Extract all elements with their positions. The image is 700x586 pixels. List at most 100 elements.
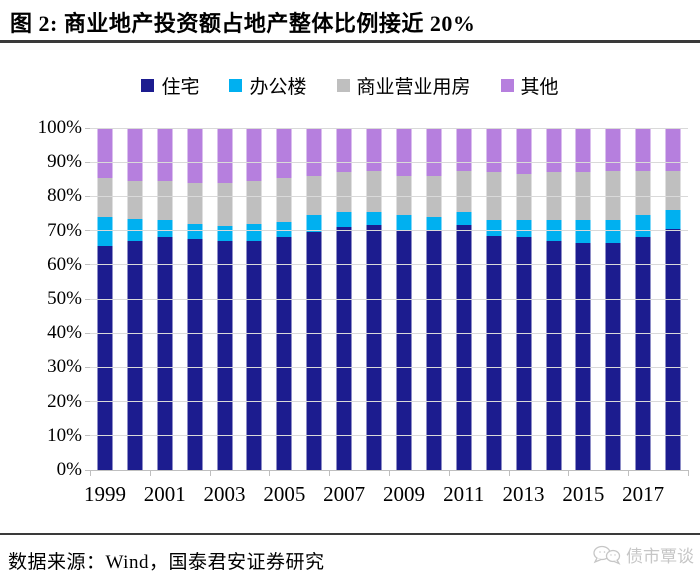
bar-segment-office-building [306,215,322,233]
y-axis-label-100%: 100% [37,117,82,138]
x-axis-label-2007: 2007 [323,482,366,506]
y-axis-label-50%: 50% [47,288,82,309]
x-tick-mark [508,470,510,476]
legend-swatch-residential [141,78,155,92]
bar-slot-2000 [120,128,150,470]
bar-slot-2017 [628,128,658,470]
legend-swatch-office-building [229,78,243,92]
bar-segment-office-building [217,225,233,241]
y-axis-label-30%: 30% [47,356,82,378]
gridline-20% [90,401,688,403]
x-tick-mark [90,470,91,476]
bar-segment-office-building [157,220,173,238]
y-tick-mark [85,435,90,437]
bar-2014 [546,128,562,470]
bar-2018 [665,128,681,470]
x-axis-label-2017: 2017 [622,482,665,506]
bar-2001 [157,128,173,470]
bar-2004 [246,128,262,470]
bar-segment-residential [546,240,562,470]
bar-segment-residential [456,225,472,470]
bar-2000 [127,128,143,470]
bar-2003 [217,128,233,470]
bar-slot-2018 [658,128,688,470]
x-tick-mark [149,470,151,476]
bar-segment-other [575,128,591,173]
legend-label: 其他 [520,76,559,98]
bar-segment-office-building [366,211,382,226]
bar-segment-residential [486,235,502,470]
x-tick-mark [329,470,331,476]
bar-slot-2012 [479,128,509,470]
bar-segment-other [97,128,113,178]
bar-segment-commercial-business-housing [187,182,203,224]
gridline-60% [90,264,688,266]
y-axis-label-40%: 40% [47,322,82,344]
y-tick-mark [85,401,90,403]
bar-segment-other [426,128,442,176]
plot-area [85,127,689,476]
bar-segment-other [516,128,532,175]
bar-segment-other [396,128,412,176]
bar-2017 [635,128,651,470]
bar-segment-office-building [97,216,113,246]
bar-slot-2005 [269,128,299,470]
bar-segment-other [306,128,322,176]
bar-2011 [456,128,472,470]
bar-2006 [306,128,322,470]
x-axis-label-2001: 2001 [143,482,186,506]
bar-segment-other [276,128,292,178]
bars-container [90,128,688,470]
y-axis-label-20%: 20% [47,390,82,412]
bar-segment-other [157,128,173,182]
chat-bubbles-icon [592,545,622,565]
bar-segment-residential [246,240,262,470]
bar-segment-commercial-business-housing [396,175,412,216]
bar-segment-office-building [336,211,352,228]
bar-slot-2014 [539,128,569,470]
data-source-text: 数据来源：Wind，国泰君安证券研究 [8,552,325,573]
bar-segment-other [336,128,352,173]
y-tick-mark [85,195,90,197]
gridline-50% [90,298,688,300]
bar-segment-office-building [426,216,442,231]
y-axis-label-10%: 10% [47,424,82,446]
bar-segment-residential [127,240,143,470]
title-divider [0,40,700,43]
bar-segment-other [187,128,203,183]
x-axis-label-1999: 1999 [83,482,126,506]
bar-slot-2003 [210,128,240,470]
bar-segment-commercial-business-housing [217,182,233,226]
bar-segment-residential [306,232,322,470]
x-axis-label-2009: 2009 [382,482,425,506]
bar-segment-residential [366,225,382,470]
x-tick-mark [389,470,390,476]
bar-segment-office-building [635,215,651,238]
bar-segment-office-building [486,220,502,236]
bar-segment-commercial-business-housing [306,175,322,216]
bar-segment-office-building [396,215,412,231]
x-tick-mark [269,470,271,476]
x-axis-labels: 1999 2001 2003 2005 2007 2009 2011 2013 2015 2017 [84,482,688,512]
legend-label: 住宅 [161,76,200,98]
bar-2013 [516,128,532,470]
bar-slot-2006 [299,128,329,470]
bar-segment-other [605,128,621,171]
y-tick-mark [85,366,90,368]
watermark: 债市覃谈 [592,542,694,567]
bar-slot-2011 [449,128,479,470]
watermark-text: 债市覃谈 [626,547,694,566]
bar-segment-residential [217,240,233,470]
bar-segment-other [456,128,472,171]
bar-slot-2007 [329,128,359,470]
x-axis-label-2003: 2003 [203,482,246,506]
bar-segment-residential [635,237,651,470]
bar-segment-residential [157,237,173,470]
bar-segment-office-building [127,218,143,241]
y-tick-mark [85,230,90,232]
bar-slot-2013 [509,128,539,470]
bar-segment-commercial-business-housing [97,177,113,217]
bar-segment-other [546,128,562,173]
y-tick-mark [85,332,90,334]
bar-segment-other [127,128,143,182]
